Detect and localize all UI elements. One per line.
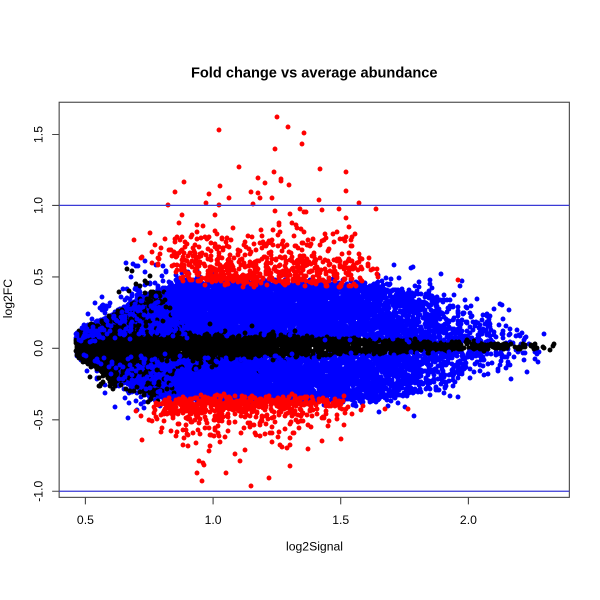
svg-text:1.0: 1.0	[205, 513, 222, 527]
svg-text:0.0: 0.0	[32, 340, 46, 357]
svg-text:Fold change vs average abundan: Fold change vs average abundance	[191, 66, 438, 82]
svg-text:-1.0: -1.0	[32, 481, 46, 502]
svg-text:2.0: 2.0	[460, 513, 477, 527]
svg-text:1.5: 1.5	[32, 126, 46, 143]
svg-text:log2FC: log2FC	[1, 279, 15, 318]
svg-text:1.0: 1.0	[32, 197, 46, 214]
svg-text:-0.5: -0.5	[32, 409, 46, 430]
svg-text:0.5: 0.5	[32, 268, 46, 285]
svg-text:log2Signal: log2Signal	[286, 540, 343, 554]
svg-text:0.5: 0.5	[77, 513, 94, 527]
svg-text:1.5: 1.5	[332, 513, 349, 527]
